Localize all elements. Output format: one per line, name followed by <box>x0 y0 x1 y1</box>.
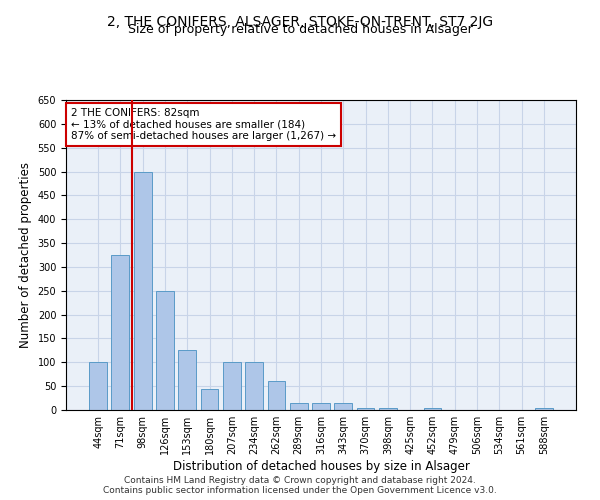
Bar <box>134 172 152 410</box>
Y-axis label: Number of detached properties: Number of detached properties <box>19 162 32 348</box>
Bar <box>424 408 442 410</box>
Bar <box>535 408 553 410</box>
X-axis label: Distribution of detached houses by size in Alsager: Distribution of detached houses by size … <box>173 460 469 473</box>
Text: Size of property relative to detached houses in Alsager: Size of property relative to detached ho… <box>128 22 472 36</box>
Bar <box>223 362 241 410</box>
Bar <box>334 403 352 410</box>
Text: Contains HM Land Registry data © Crown copyright and database right 2024.
Contai: Contains HM Land Registry data © Crown c… <box>103 476 497 495</box>
Bar <box>268 382 286 410</box>
Bar <box>245 362 263 410</box>
Bar <box>356 408 374 410</box>
Text: 2, THE CONIFERS, ALSAGER, STOKE-ON-TRENT, ST7 2JG: 2, THE CONIFERS, ALSAGER, STOKE-ON-TRENT… <box>107 15 493 29</box>
Bar <box>89 362 107 410</box>
Bar <box>379 408 397 410</box>
Bar <box>112 255 130 410</box>
Text: 2 THE CONIFERS: 82sqm
← 13% of detached houses are smaller (184)
87% of semi-det: 2 THE CONIFERS: 82sqm ← 13% of detached … <box>71 108 336 141</box>
Bar <box>178 350 196 410</box>
Bar <box>312 403 330 410</box>
Bar <box>290 403 308 410</box>
Bar <box>200 388 218 410</box>
Bar <box>156 291 174 410</box>
